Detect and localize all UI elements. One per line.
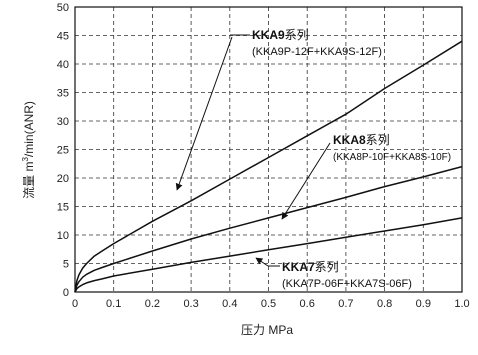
y-tick-label: 0 <box>63 287 69 299</box>
x-axis-label: 压力 MPa <box>241 323 293 337</box>
y-axis-label-part-1: 流量 m <box>22 162 36 199</box>
annotation-detail-kka9: (KKA9P-12F+KKA9S-12F) <box>252 46 382 58</box>
series-line-kka9 <box>74 40 463 293</box>
annotation-kka9: KKA9系列 (KKA9P-12F+KKA9S-12F) <box>175 28 382 191</box>
leader-arrow-kka8 <box>281 142 331 220</box>
x-tick-label: 0.6 <box>300 298 315 310</box>
y-tick-label: 35 <box>57 88 69 100</box>
y-tick-label: 10 <box>57 230 69 242</box>
annotation-label-kka8: KKA8系列 <box>333 133 390 147</box>
x-tick-label: 0.8 <box>377 298 392 310</box>
x-tick-label: 0.9 <box>416 298 431 310</box>
y-tick-labels: 0 5 10 15 20 25 30 35 40 45 50 <box>57 2 69 299</box>
leader-arrow-kka9 <box>175 36 233 191</box>
annotation-label-kka7: KKA7系列 <box>282 260 339 274</box>
y-tick-label: 25 <box>57 145 69 157</box>
x-tick-label: 0.4 <box>222 298 237 310</box>
y-tick-label: 15 <box>57 202 69 214</box>
x-tick-labels: 0 0.1 0.2 0.3 0.4 0.5 0.6 0.7 0.8 0.9 1.0 <box>72 298 470 310</box>
series-name-kka7: KKA7 <box>282 260 315 274</box>
series-curves <box>74 40 463 293</box>
x-tick-label: 0.1 <box>106 298 121 310</box>
y-tick-label: 50 <box>57 2 69 14</box>
series-name-kka9: KKA9 <box>252 28 285 42</box>
x-tick-label: 0 <box>72 298 78 310</box>
series-line-kka7 <box>74 217 463 293</box>
x-tick-label: 0.2 <box>145 298 160 310</box>
x-tick-label: 1.0 <box>454 298 469 310</box>
y-tick-label: 45 <box>57 31 69 43</box>
y-tick-label: 5 <box>63 259 69 271</box>
x-tick-label: 0.3 <box>183 298 198 310</box>
series-suffix-kka8: 系列 <box>366 133 390 147</box>
y-tick-label: 40 <box>57 59 69 71</box>
y-tick-label: 30 <box>57 116 69 128</box>
y-tick-label: 20 <box>57 173 69 185</box>
annotation-kka7: KKA7系列 (KKA7P-06F+KKA7S-06F) <box>255 257 412 290</box>
y-axis-label: 流量 m3/min(ANR) <box>21 101 36 199</box>
grid-lines <box>75 7 462 292</box>
annotation-detail-kka7: (KKA7P-06F+KKA7S-06F) <box>282 278 412 290</box>
series-suffix-kka7: 系列 <box>315 260 339 274</box>
series-line-kka8 <box>74 165 463 293</box>
y-axis-label-superscript: 3 <box>21 157 30 162</box>
annotation-detail-kka8: (KKA8P-10F+KKA8S-10F) <box>333 152 451 163</box>
series-suffix-kka9: 系列 <box>285 28 309 42</box>
y-axis-label-part-2: /min(ANR) <box>22 101 36 157</box>
leader-arrow-kka7 <box>255 257 269 267</box>
annotation-label-kka9: KKA9系列 <box>252 28 309 42</box>
annotation-kka8: KKA8系列 (KKA8P-10F+KKA8S-10F) <box>281 133 451 220</box>
plot-frame <box>74 6 463 293</box>
x-tick-label: 0.7 <box>338 298 353 310</box>
x-tick-label: 0.5 <box>261 298 276 310</box>
series-name-kka8: KKA8 <box>333 133 366 147</box>
